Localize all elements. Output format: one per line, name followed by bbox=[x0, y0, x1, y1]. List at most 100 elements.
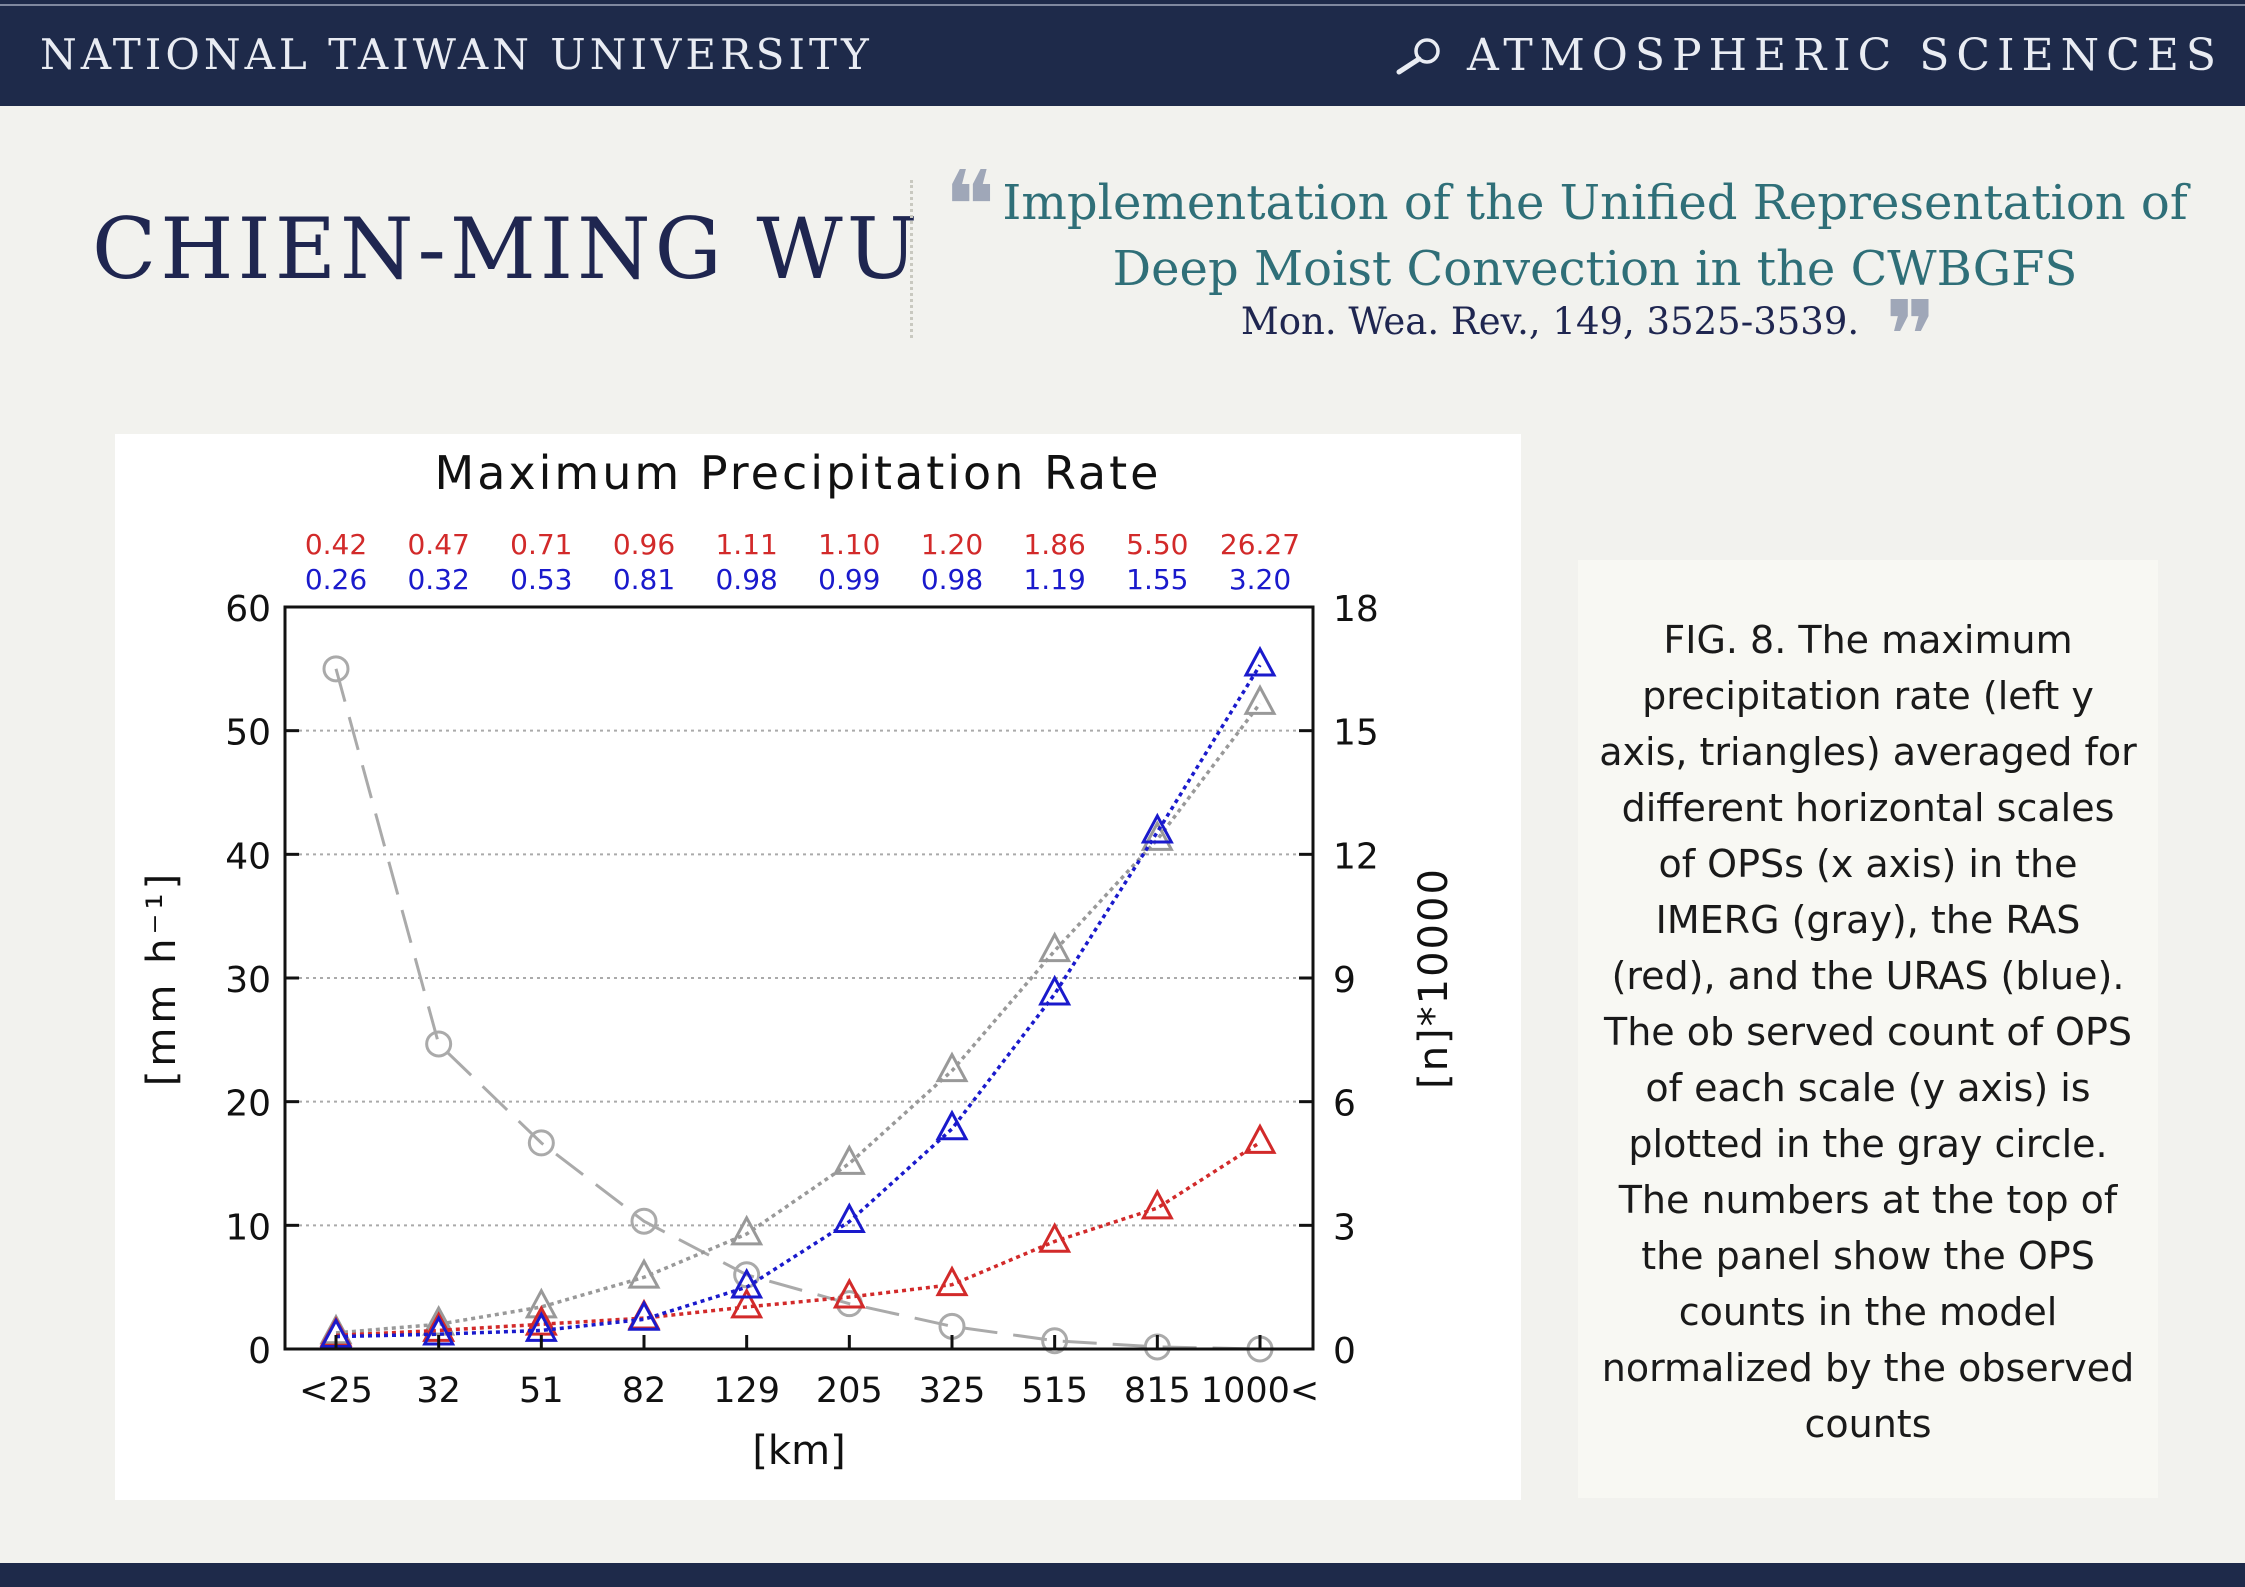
ras-ratio-label: 1.11 bbox=[715, 528, 777, 561]
left-tick-label: 60 bbox=[225, 589, 271, 630]
uras-ratio-label: 0.32 bbox=[407, 563, 469, 596]
left-tick-label: 10 bbox=[225, 1207, 271, 1248]
department-name: ATMOSPHERIC SCIENCES bbox=[1393, 30, 2223, 81]
x-tick-label: 515 bbox=[1021, 1371, 1088, 1411]
uras-point bbox=[627, 1300, 661, 1331]
ras-point bbox=[1038, 1222, 1072, 1253]
x-tick-label: 325 bbox=[919, 1371, 986, 1411]
uras-ratio-label: 0.26 bbox=[305, 563, 367, 596]
x-tick-label: 1000< bbox=[1201, 1371, 1319, 1411]
divider bbox=[910, 180, 913, 338]
ras-ratio-label: 0.42 bbox=[305, 528, 367, 561]
ras-point bbox=[1140, 1188, 1174, 1220]
right-tick-label: 6 bbox=[1333, 1084, 1356, 1125]
ras-ratio-label: 0.96 bbox=[613, 528, 675, 561]
department-label: ATMOSPHERIC SCIENCES bbox=[1467, 30, 2223, 81]
uras-point bbox=[832, 1202, 866, 1234]
uras-point bbox=[935, 1109, 969, 1141]
left-tick-label: 50 bbox=[225, 713, 271, 754]
ras-point bbox=[730, 1287, 764, 1319]
imerg-point bbox=[1243, 684, 1277, 715]
chart-marks bbox=[319, 645, 1277, 1363]
right-tick-label: 3 bbox=[1333, 1207, 1356, 1248]
chart-title: Maximum Precipitation Rate bbox=[435, 446, 1162, 500]
ras-ratio-label: 0.71 bbox=[510, 528, 572, 561]
count-point bbox=[527, 1129, 555, 1157]
right-tick-label: 18 bbox=[1333, 589, 1379, 630]
uras-ratio-label: 1.55 bbox=[1126, 563, 1188, 596]
uras-ratio-label: 1.19 bbox=[1023, 563, 1085, 596]
imerg-point bbox=[627, 1257, 661, 1289]
open-quote-icon: ❝ bbox=[944, 150, 996, 262]
count-point bbox=[1041, 1327, 1069, 1355]
uras-point bbox=[1038, 974, 1072, 1006]
right-tick-label: 12 bbox=[1333, 836, 1379, 877]
uras-ratio-label: 3.20 bbox=[1229, 563, 1291, 596]
x-tick-label: <25 bbox=[299, 1371, 373, 1411]
uras-point bbox=[730, 1267, 764, 1299]
imerg-point bbox=[832, 1144, 866, 1175]
left-tick-label: 20 bbox=[225, 1084, 271, 1125]
imerg-series-line bbox=[335, 702, 1262, 1335]
close-quote-icon: ❞ bbox=[1885, 280, 1937, 392]
count-point bbox=[425, 1030, 453, 1058]
uras-ratio-label: 0.98 bbox=[715, 563, 777, 596]
imerg-point bbox=[422, 1304, 456, 1336]
x-tick-label: 32 bbox=[416, 1371, 461, 1411]
ras-point bbox=[935, 1265, 969, 1297]
imerg-point bbox=[1140, 820, 1174, 851]
university-name: NATIONAL TAIWAN UNIVERSITY bbox=[40, 30, 873, 79]
grid-lines bbox=[285, 729, 1313, 1227]
x-tick-label: 815 bbox=[1124, 1371, 1191, 1411]
imerg-point bbox=[1038, 931, 1072, 963]
chart-panel: Maximum Precipitation Rate 0 10 20 30 40 50 60… bbox=[115, 434, 1521, 1500]
imerg-point bbox=[935, 1051, 969, 1083]
footer-bar bbox=[0, 1563, 2245, 1587]
right-tick-label: 0 bbox=[1333, 1331, 1356, 1372]
x-tick-label: 51 bbox=[519, 1371, 564, 1411]
chart-axes: 0 10 20 30 40 50 60 0 3 6 9 12 15 18 <25 0.420.26 32 0.47… bbox=[225, 528, 1379, 1411]
imerg-point bbox=[730, 1214, 764, 1246]
uras-ratio-label: 0.99 bbox=[818, 563, 880, 596]
paper-title: Implementation of the Unified Representa… bbox=[1002, 175, 2188, 297]
count-point bbox=[938, 1312, 966, 1340]
x-tick-label: 129 bbox=[713, 1371, 780, 1411]
magnifier-icon bbox=[1396, 37, 1440, 74]
ras-ratio-label: 5.50 bbox=[1126, 528, 1188, 561]
ras-ratio-label: 0.47 bbox=[407, 528, 469, 561]
count-point bbox=[630, 1207, 658, 1235]
uras-ratio-label: 0.81 bbox=[613, 563, 675, 596]
left-tick-label: 40 bbox=[225, 836, 271, 877]
uras-point bbox=[1140, 812, 1174, 844]
uras-ratio-label: 0.98 bbox=[921, 563, 983, 596]
left-tick-label: 0 bbox=[248, 1331, 271, 1372]
ras-point bbox=[1243, 1123, 1277, 1154]
ras-ratio-label: 1.10 bbox=[818, 528, 880, 561]
ras-ratio-label: 1.86 bbox=[1023, 528, 1085, 561]
figure-caption: FIG. 8. The maximum precipitation rate (… bbox=[1599, 618, 2137, 1446]
header-rule bbox=[0, 4, 2245, 6]
x-tick-label: 82 bbox=[622, 1371, 667, 1411]
left-tick-label: 30 bbox=[225, 960, 271, 1001]
paper-citation: Mon. Wea. Rev., 149, 3525-3539. bbox=[1240, 300, 1860, 343]
count-point bbox=[1143, 1333, 1171, 1361]
right-tick-label: 9 bbox=[1333, 960, 1356, 1001]
left-y-axis-label: [mm h⁻¹] bbox=[139, 870, 185, 1086]
uras-point bbox=[1243, 645, 1277, 677]
right-y-axis-label: [n]*10000 bbox=[1411, 867, 1457, 1089]
precipitation-chart: Maximum Precipitation Rate 0102030405060… bbox=[139, 446, 1457, 1474]
author-name: CHIEN-MING WU bbox=[92, 200, 922, 298]
header-bar: NATIONAL TAIWAN UNIVERSITY ATMOSPHERIC S… bbox=[0, 0, 2245, 106]
uras-series-line bbox=[335, 664, 1262, 1339]
x-axis-label: [km] bbox=[752, 1428, 845, 1474]
count-series-line bbox=[334, 668, 1261, 1351]
ras-ratio-label: 1.20 bbox=[921, 528, 983, 561]
ras-series-line bbox=[335, 1141, 1261, 1338]
ras-ratio-label: 26.27 bbox=[1220, 528, 1300, 561]
ras-point bbox=[524, 1304, 558, 1336]
right-tick-label: 15 bbox=[1333, 713, 1379, 754]
ras-point bbox=[832, 1277, 866, 1309]
x-tick-label: 205 bbox=[816, 1371, 883, 1411]
caption-panel: FIG. 8. The maximum precipitation rate (… bbox=[1578, 560, 2158, 1498]
uras-ratio-label: 0.53 bbox=[510, 563, 572, 596]
